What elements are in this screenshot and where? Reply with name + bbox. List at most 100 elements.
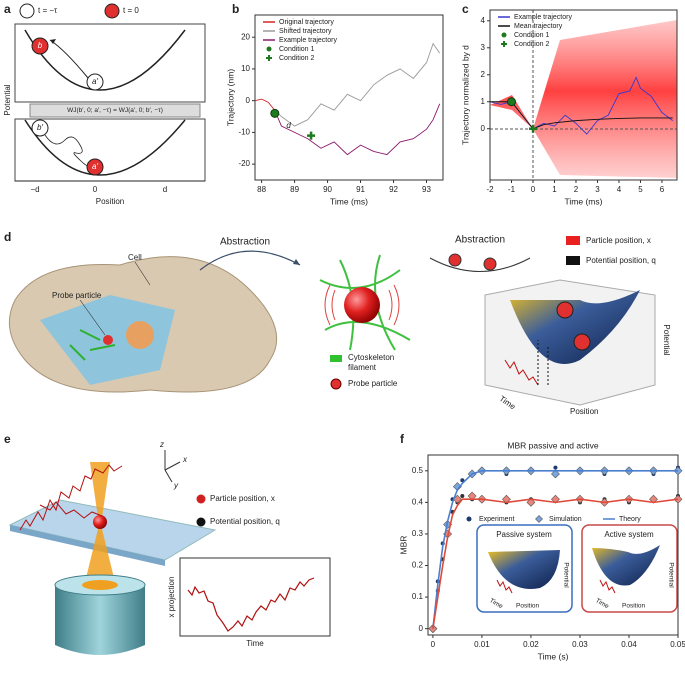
- y-tick-label: 0.5: [412, 466, 424, 475]
- axis-label: Potential: [667, 562, 674, 588]
- axis-label: Potential: [3, 84, 12, 115]
- axis-label: Time: [246, 639, 264, 648]
- particle-label: b: [38, 41, 43, 50]
- x-tick-label: 91: [356, 185, 365, 194]
- y-tick-label: 10: [241, 64, 250, 73]
- y-tick-label: -10: [238, 128, 250, 137]
- tick-label: d: [163, 185, 167, 194]
- particle-label: a′: [92, 162, 98, 171]
- x-axis-label: Time (ms): [565, 196, 603, 206]
- legend-text: filament: [348, 363, 377, 372]
- x-tick-label: 5: [638, 185, 643, 194]
- data-point: [460, 494, 465, 499]
- data-point: [502, 494, 511, 504]
- axis: [164, 461, 181, 471]
- data-point: [649, 494, 658, 504]
- particle: [86, 73, 104, 91]
- series-line: [274, 42, 441, 127]
- inset-frame: [179, 557, 331, 637]
- legend-icon: [566, 236, 580, 245]
- slide-edge: [10, 525, 165, 566]
- legend-icon: [19, 3, 35, 19]
- trajectory: [19, 464, 123, 531]
- particle: [556, 301, 574, 319]
- y-tick-label: 0.1: [412, 592, 424, 601]
- trajectory: [599, 579, 616, 594]
- axis-label: z: [159, 440, 164, 449]
- x-tick-label: 4: [617, 185, 622, 194]
- legend-label: Condition 1: [514, 32, 550, 39]
- x-tick-label: 1: [552, 185, 557, 194]
- label: Abstraction: [455, 235, 505, 246]
- x-axis-label: Time (s): [538, 651, 569, 661]
- particle-label: a′: [92, 77, 98, 86]
- inset-title: Active system: [604, 530, 654, 539]
- tick-label: 0: [93, 185, 98, 194]
- y-axis-label: Trajectory normalized by d: [460, 45, 470, 145]
- plot-frame: [254, 14, 444, 181]
- arrow: [199, 250, 301, 271]
- data-point: [551, 469, 560, 479]
- objective: [55, 585, 145, 655]
- panel-label: e: [4, 432, 11, 446]
- axis-label: x projection: [167, 577, 176, 618]
- legend-text: Potential position, q: [586, 256, 656, 265]
- data-point: [506, 97, 516, 107]
- data-point: [553, 465, 558, 470]
- panel-a: t = −τ t = 0 b a′ WJ(b′, 0; a′, −τ) = WJ…: [3, 3, 206, 206]
- tick-label: −d: [30, 185, 39, 194]
- x-tick-label: 0.01: [474, 640, 490, 649]
- particle: [31, 119, 49, 137]
- label: Abstraction: [220, 237, 270, 248]
- x-tick-label: 0.04: [621, 640, 637, 649]
- legend-swatch: [501, 32, 507, 38]
- x-tick-label: 92: [389, 185, 398, 194]
- data-point: [551, 494, 560, 504]
- x-tick-label: -1: [508, 185, 516, 194]
- x-tick-label: 0.03: [572, 640, 588, 649]
- x-tick-label: 88: [257, 185, 266, 194]
- panel-f-insets: Passive system Active system Time Positi…: [476, 524, 678, 613]
- label: Probe particle: [52, 291, 102, 300]
- slide: [8, 499, 217, 561]
- panel-label: d: [4, 230, 11, 244]
- panel-label: f: [400, 432, 405, 446]
- leader: [79, 299, 106, 336]
- y-tick-label: 20: [241, 32, 250, 41]
- legend-icon: [104, 3, 120, 19]
- legend-label: Shifted trajectory: [279, 28, 332, 35]
- potential: [429, 257, 531, 272]
- x-tick-label: 89: [290, 185, 299, 194]
- y-axis-label: Trajectory (nm): [225, 69, 235, 126]
- particle-label: b′: [37, 123, 43, 132]
- y-tick-label: 0: [246, 96, 251, 105]
- legend-swatch: [466, 516, 472, 522]
- arrow: [49, 39, 89, 79]
- axis-label: Potential: [662, 324, 671, 355]
- box: [14, 23, 206, 103]
- axis-label: Position: [570, 407, 598, 416]
- plot-frame: [427, 454, 679, 636]
- panel-label: a: [4, 2, 11, 16]
- axis-label: Position: [96, 197, 124, 206]
- y-tick-label: 0.3: [412, 529, 424, 538]
- annotation: d: [286, 121, 291, 130]
- legend-icon: [196, 494, 206, 504]
- fluctuation: [324, 284, 400, 326]
- legend-label: Example trajectory: [279, 37, 337, 44]
- lens: [82, 580, 118, 590]
- particle: [573, 333, 591, 351]
- legend-icon: [330, 378, 342, 390]
- formula-box: [29, 103, 201, 118]
- potential: [24, 29, 186, 91]
- y-tick-label: 4: [481, 16, 486, 25]
- nucleus: [126, 321, 154, 349]
- x-tick-label: 0: [431, 640, 436, 649]
- data-point: [270, 108, 280, 118]
- data-point: [526, 497, 536, 507]
- inset-title: Passive system: [496, 530, 552, 539]
- data-point: [460, 478, 465, 483]
- y-tick-label: 0.4: [412, 497, 424, 506]
- data-point: [467, 491, 477, 501]
